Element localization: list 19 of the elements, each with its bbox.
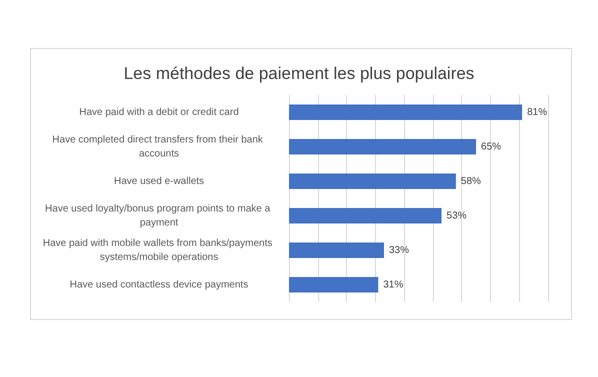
bar — [289, 276, 378, 293]
bar — [289, 242, 384, 258]
data-label: 65% — [481, 141, 502, 152]
y-tick-label: Have paid with mobile wallets from banks/payments systems/mobile operations — [42, 238, 276, 263]
y-tick-label: Have paid with a debit or credit card — [79, 106, 239, 118]
y-tick-label: Have used loyalty/bonus program points to make a payment — [45, 203, 273, 228]
y-tick-label: Have used contactless device payments — [70, 279, 248, 290]
bar — [289, 208, 442, 224]
data-label: 33% — [388, 244, 410, 256]
data-label: 81% — [527, 106, 548, 118]
y-tick-label: Have completed direct transfers from their bank accounts — [52, 134, 266, 160]
bar — [289, 173, 456, 190]
data-label: 58% — [460, 176, 482, 187]
bar — [289, 104, 522, 120]
data-label: 53% — [446, 210, 467, 222]
bar — [289, 138, 476, 155]
y-tick-label: Have used e-wallets — [114, 176, 204, 187]
chart-title: Les méthodes de paiement les plus populaires — [124, 64, 474, 83]
data-label: 31% — [383, 279, 404, 290]
